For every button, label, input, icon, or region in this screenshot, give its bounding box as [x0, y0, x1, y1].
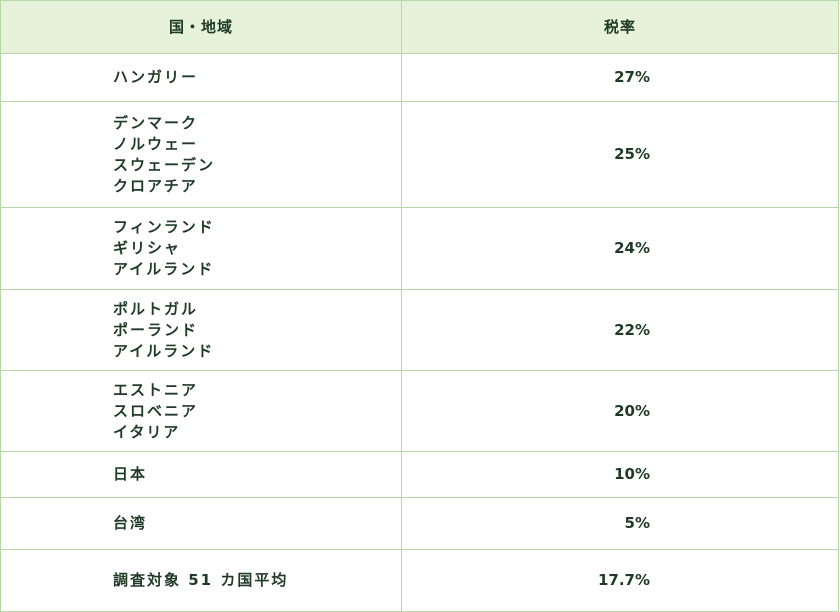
rate-cell: 25%: [401, 101, 839, 208]
rate-cell: 17.7%: [401, 549, 839, 612]
table-row: エストニア スロベニア イタリア 20%: [0, 370, 839, 452]
rate-cell: 5%: [401, 497, 839, 550]
rate-cell: 20%: [401, 370, 839, 452]
rate-cell: 27%: [401, 53, 839, 102]
header-rate: 税率: [401, 0, 839, 54]
table-row: 台湾 5%: [0, 497, 839, 550]
table-header-row: 国・地域 税率: [0, 0, 839, 54]
table-row-average: 調査対象 51 カ国平均 17.7%: [0, 549, 839, 612]
country-name: ノルウェー: [113, 134, 199, 153]
rate-cell: 10%: [401, 451, 839, 498]
country-name: アイルランド: [113, 341, 215, 360]
country-cell: 調査対象 51 カ国平均: [0, 549, 402, 612]
country-name: ポーランド: [113, 320, 199, 339]
country-cell: ポルトガル ポーランド アイルランド: [0, 289, 402, 371]
country-name: エストニア: [113, 380, 199, 399]
country-name: フィンランド: [113, 218, 215, 236]
country-name: クロアチア: [113, 176, 198, 195]
country-cell: 日本: [0, 451, 402, 498]
country-name: イタリア: [113, 422, 181, 441]
country-name: 台湾: [113, 514, 148, 532]
country-name: スロベニア: [113, 401, 199, 420]
country-name: 日本: [113, 465, 148, 483]
country-name: デンマーク: [113, 113, 199, 132]
table-row: デンマーク ノルウェー スウェーデン クロアチア 25%: [0, 101, 839, 208]
country-cell: ハンガリー: [0, 53, 402, 102]
country-cell: フィンランド ギリシャ アイルランド: [0, 207, 402, 290]
rate-cell: 22%: [401, 289, 839, 371]
country-name: ギリシャ: [113, 239, 182, 257]
rate-cell: 24%: [401, 207, 839, 290]
country-name: ハンガリー: [113, 68, 199, 86]
table-row: フィンランド ギリシャ アイルランド 24%: [0, 207, 839, 290]
country-cell: エストニア スロベニア イタリア: [0, 370, 402, 452]
table-row: ポルトガル ポーランド アイルランド 22%: [0, 289, 839, 371]
country-name: ポルトガル: [113, 299, 199, 318]
country-name: スウェーデン: [113, 155, 216, 174]
table-row: 日本 10%: [0, 451, 839, 498]
country-cell: 台湾: [0, 497, 402, 550]
average-label: 調査対象 51 カ国平均: [113, 571, 289, 589]
header-country: 国・地域: [0, 0, 402, 54]
table-row: ハンガリー 27%: [0, 53, 839, 102]
country-cell: デンマーク ノルウェー スウェーデン クロアチア: [0, 101, 402, 208]
country-name: アイルランド: [113, 260, 215, 278]
